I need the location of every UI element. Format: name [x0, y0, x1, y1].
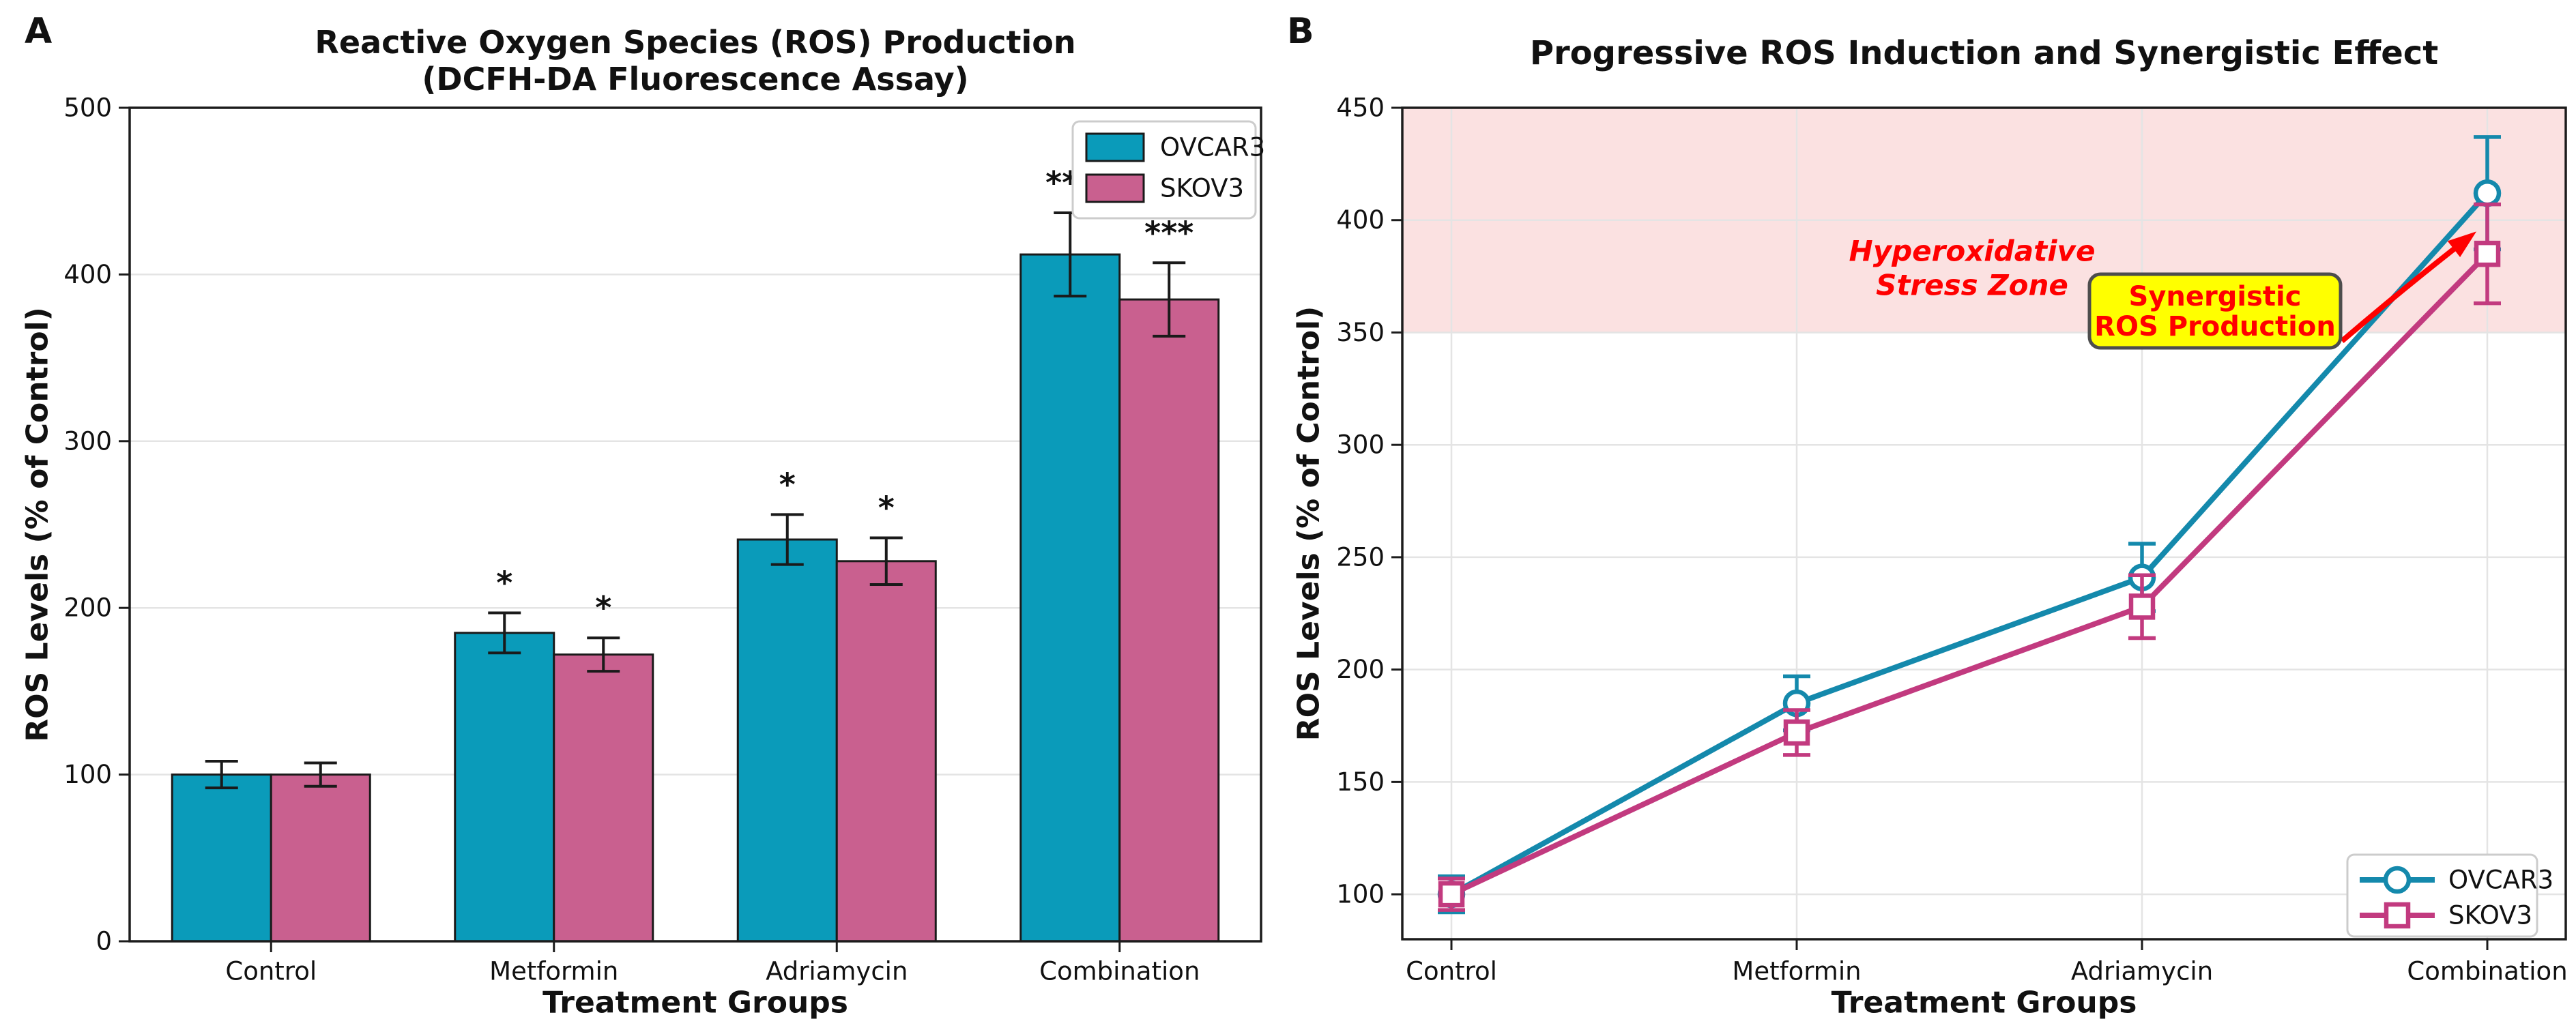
legend-swatch	[1085, 132, 1145, 162]
x-tick-label: Metformin	[1732, 957, 1861, 986]
panel-b-axes: 100 150 200 250 300 350 400 450 Control Metformin…	[1336, 93, 2567, 986]
annotation-arrow-head	[2447, 231, 2477, 258]
zone-label-line1: Hyperoxidative	[1849, 235, 2096, 268]
series-skov3	[1438, 202, 2501, 912]
x-tick-label: Combination	[1039, 957, 1200, 986]
circle-marker	[2473, 179, 2502, 207]
y-tick-label: 200	[63, 593, 112, 623]
panel-b-label: B	[1287, 11, 1314, 52]
error-bar	[869, 536, 903, 586]
x-tick-label: Adriamycin	[766, 957, 908, 986]
panel-a-label: A	[25, 11, 53, 52]
significance-marker: *	[595, 589, 611, 626]
error-bar	[488, 611, 521, 655]
x-tick-label: Control	[225, 957, 317, 986]
zone-label-line2: Stress Zone	[1876, 269, 2068, 302]
bar	[171, 773, 272, 943]
panel-a-title-line1: Reactive Oxygen Species (ROS) Production	[315, 24, 1075, 61]
error-bar	[1153, 261, 1186, 338]
legend-swatch	[1085, 173, 1145, 203]
data-line	[1450, 191, 2489, 897]
significance-marker: *	[878, 490, 895, 527]
legend-label: SKOV3	[1160, 174, 1244, 203]
y-tick-label: 200	[1336, 655, 1385, 684]
panel-a-ylabel: ROS Levels (% of Control)	[20, 307, 55, 741]
y-tick-label: 300	[63, 426, 112, 456]
significance-marker: ***	[1144, 214, 1193, 251]
synergy-box-line2: ROS Production	[2094, 311, 2336, 342]
x-tick-label: Combination	[2407, 957, 2567, 986]
significance-marker: *	[779, 466, 796, 503]
y-tick-label: 500	[63, 93, 112, 123]
panel-b-spines	[1401, 106, 2567, 941]
panel-a-spines	[128, 106, 1262, 943]
error-bar	[205, 760, 238, 790]
panel-b-ylabel: ROS Levels (% of Control)	[1292, 306, 1327, 741]
data-line	[1450, 252, 2489, 897]
legend-label: OVCAR3	[1160, 133, 1265, 162]
bar	[736, 538, 838, 943]
square-marker	[2474, 240, 2501, 267]
bar	[454, 632, 555, 943]
error-bar	[587, 636, 620, 673]
square-marker	[1783, 719, 1810, 746]
bar	[1019, 253, 1121, 943]
legend-square-marker	[2384, 902, 2411, 929]
square-marker	[2128, 593, 2156, 620]
legend-circle-marker	[2383, 866, 2412, 894]
significance-marker: *	[496, 565, 512, 602]
panel-b-xlabel: Treatment Groups	[1832, 986, 2137, 1020]
series-ovcar3: *****	[171, 164, 1121, 943]
panel-a-title-line2: (DCFH-DA Fluorescence Assay)	[422, 61, 968, 98]
bar	[553, 653, 654, 943]
panel-a-axes: 0 100 200 300 400 500 Control Metformin Adriamyc…	[63, 93, 1200, 986]
error-bar	[304, 761, 337, 788]
y-tick-label: 100	[1336, 880, 1385, 909]
panel-a-legend: OVCAR3 SKOV3	[1071, 120, 1265, 220]
square-marker	[1438, 881, 1465, 908]
y-tick-label: 400	[1336, 205, 1385, 235]
x-tick-label: Control	[1406, 957, 1497, 986]
bar	[835, 560, 937, 943]
annotation-arrow-shaft	[2340, 235, 2471, 344]
y-tick-label: 250	[1336, 542, 1385, 572]
legend-label: SKOV3	[2448, 901, 2532, 930]
error-bar	[770, 513, 804, 566]
bar	[270, 773, 371, 943]
panel-a-xlabel: Treatment Groups	[542, 986, 848, 1020]
legend-label: OVCAR3	[2448, 866, 2553, 895]
y-tick-label: 400	[63, 260, 112, 289]
y-tick-label: 450	[1336, 93, 1385, 123]
panel-b-title: Progressive ROS Induction and Synergisti…	[1530, 34, 2438, 72]
panel-b-legend: OVCAR3 SKOV3	[2346, 853, 2553, 938]
synergy-box	[2087, 272, 2343, 350]
bar	[1118, 298, 1220, 943]
synergy-box-line1: Synergistic	[2129, 281, 2302, 312]
y-tick-label: 300	[1336, 430, 1385, 460]
x-tick-label: Metformin	[489, 957, 618, 986]
y-tick-label: 100	[63, 760, 112, 789]
x-tick-label: Adriamycin	[2071, 957, 2213, 986]
y-tick-label: 150	[1336, 767, 1385, 797]
y-tick-label: 0	[96, 927, 112, 956]
y-tick-label: 350	[1336, 318, 1385, 347]
